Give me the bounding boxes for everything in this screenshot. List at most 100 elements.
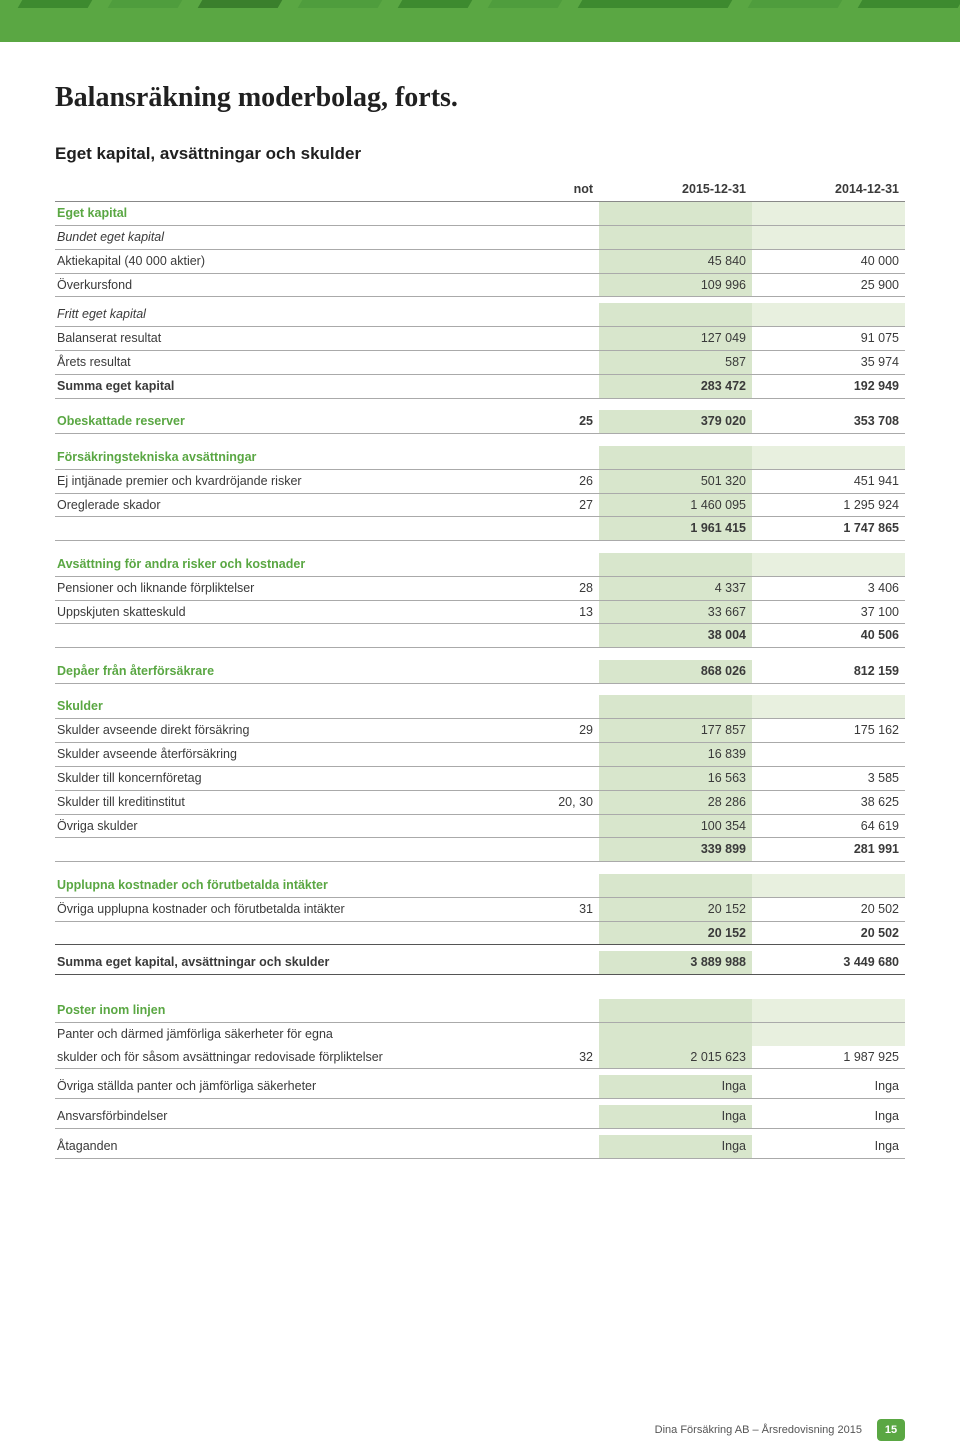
table-row xyxy=(55,683,905,695)
cell-y1: Inga xyxy=(599,1075,752,1098)
col-not: not xyxy=(497,178,599,201)
cell-label: Skulder xyxy=(55,695,497,718)
cell-note xyxy=(497,951,599,974)
cell-y2 xyxy=(752,201,905,225)
cell-y2 xyxy=(752,553,905,576)
page-content: Balansräkning moderbolag, forts. Eget ka… xyxy=(0,42,960,1179)
cell-y1: Inga xyxy=(599,1105,752,1128)
table-row: Poster inom linjen xyxy=(55,999,905,1022)
cell-note xyxy=(497,695,599,718)
cell-y1: 16 839 xyxy=(599,742,752,766)
cell-y1 xyxy=(599,446,752,469)
cell-y2: 281 991 xyxy=(752,838,905,862)
table-row: Oreglerade skador271 460 0951 295 924 xyxy=(55,493,905,517)
cell-note xyxy=(497,303,599,326)
cell-y1: 501 320 xyxy=(599,469,752,493)
cell-y1: 20 152 xyxy=(599,921,752,945)
cell-note xyxy=(497,273,599,297)
table-row: Balanserat resultat127 04991 075 xyxy=(55,327,905,351)
col-y1: 2015-12-31 xyxy=(599,178,752,201)
cell-note xyxy=(497,225,599,249)
cell-note xyxy=(497,624,599,648)
cell-y2 xyxy=(752,446,905,469)
cell-label: Skulder avseende direkt försäkring xyxy=(55,719,497,743)
table-row: Summa eget kapital, avsättningar och sku… xyxy=(55,951,905,974)
cell-y1 xyxy=(599,201,752,225)
cell-note xyxy=(497,553,599,576)
page-footer: Dina Försäkring AB – Årsredovisning 2015… xyxy=(0,1419,960,1441)
cell-note: 20, 30 xyxy=(497,790,599,814)
cell-y2: 175 162 xyxy=(752,719,905,743)
table-row: Bundet eget kapital xyxy=(55,225,905,249)
cell-label: Balanserat resultat xyxy=(55,327,497,351)
cell-label: Pensioner och liknande förpliktelser xyxy=(55,576,497,600)
cell-note: 29 xyxy=(497,719,599,743)
cell-y2: 3 585 xyxy=(752,766,905,790)
cell-y2: 3 449 680 xyxy=(752,951,905,974)
cell-y1: 283 472 xyxy=(599,375,752,399)
cell-y1: 38 004 xyxy=(599,624,752,648)
cell-y2: 192 949 xyxy=(752,375,905,399)
cell-note xyxy=(497,814,599,838)
col-label xyxy=(55,178,497,201)
table-row: Övriga upplupna kostnader och förutbetal… xyxy=(55,897,905,921)
cell-note: 13 xyxy=(497,600,599,624)
cell-note xyxy=(497,921,599,945)
cell-note xyxy=(497,327,599,351)
table-row xyxy=(55,862,905,874)
table-row xyxy=(55,541,905,553)
table-row: Årets resultat58735 974 xyxy=(55,351,905,375)
table-row xyxy=(55,434,905,446)
cell-y1: 20 152 xyxy=(599,897,752,921)
cell-label: Fritt eget kapital xyxy=(55,303,497,326)
cell-label: Poster inom linjen xyxy=(55,999,497,1022)
cell-y1: 1 460 095 xyxy=(599,493,752,517)
cell-label xyxy=(55,838,497,862)
table-row: Pensioner och liknande förpliktelser284 … xyxy=(55,576,905,600)
table-row: 38 00440 506 xyxy=(55,624,905,648)
table-row: Skulder avseende återförsäkring16 839 xyxy=(55,742,905,766)
cell-y2 xyxy=(752,1022,905,1045)
cell-y2: 40 000 xyxy=(752,249,905,273)
cell-y2 xyxy=(752,303,905,326)
table-row: Aktiekapital (40 000 aktier)45 84040 000 xyxy=(55,249,905,273)
cell-note: 32 xyxy=(497,1046,599,1069)
cell-note xyxy=(497,1135,599,1158)
cell-y2: 1 747 865 xyxy=(752,517,905,541)
cell-label: Försäkringstekniska avsättningar xyxy=(55,446,497,469)
table-row: Skulder till kreditinstitut20, 3028 2863… xyxy=(55,790,905,814)
cell-label: Obeskattade reserver xyxy=(55,410,497,433)
cell-label: Skulder till kreditinstitut xyxy=(55,790,497,814)
cell-label: Ansvarsförbindelser xyxy=(55,1105,497,1128)
table-row: Eget kapital xyxy=(55,201,905,225)
cell-label: Ej intjänade premier och kvardröjande ri… xyxy=(55,469,497,493)
cell-label: Övriga ställda panter och jämförliga säk… xyxy=(55,1075,497,1098)
cell-y1: 2 015 623 xyxy=(599,1046,752,1069)
cell-note xyxy=(497,874,599,897)
cell-y2: 3 406 xyxy=(752,576,905,600)
page-subtitle: Eget kapital, avsättningar och skulder xyxy=(55,144,905,164)
cell-y1: Inga xyxy=(599,1135,752,1158)
table-row: 1 961 4151 747 865 xyxy=(55,517,905,541)
cell-label: Depåer från återförsäkrare xyxy=(55,660,497,683)
cell-label: Oreglerade skador xyxy=(55,493,497,517)
table-row: Skulder till koncernföretag16 5633 585 xyxy=(55,766,905,790)
table-row: Avsättning för andra risker och kostnade… xyxy=(55,553,905,576)
table-row: Panter och därmed jämförliga säkerheter … xyxy=(55,1022,905,1045)
table-row: Fritt eget kapital xyxy=(55,303,905,326)
table-row: 339 899281 991 xyxy=(55,838,905,862)
cell-label xyxy=(55,517,497,541)
top-banner xyxy=(0,0,960,42)
table-row xyxy=(55,975,905,987)
balance-table: not 2015-12-31 2014-12-31 Eget kapitalBu… xyxy=(55,178,905,1159)
cell-y2: 20 502 xyxy=(752,897,905,921)
cell-y1: 379 020 xyxy=(599,410,752,433)
cell-y2 xyxy=(752,695,905,718)
cell-y1 xyxy=(599,225,752,249)
cell-note xyxy=(497,766,599,790)
cell-label: Skulder till koncernföretag xyxy=(55,766,497,790)
cell-note xyxy=(497,1022,599,1045)
table-row: Summa eget kapital283 472192 949 xyxy=(55,375,905,399)
cell-y2 xyxy=(752,742,905,766)
table-row: Upplupna kostnader och förutbetalda intä… xyxy=(55,874,905,897)
